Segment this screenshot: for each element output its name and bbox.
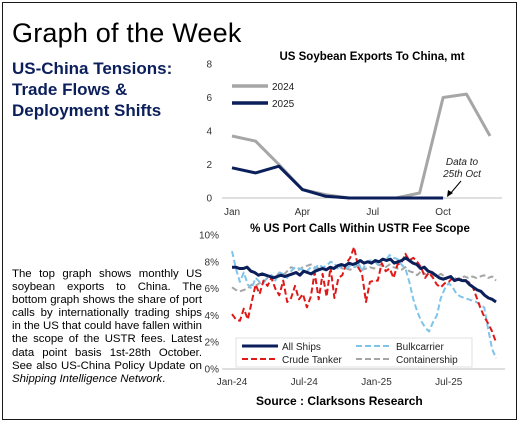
chart1-annotation: Data to 25th Oct xyxy=(442,157,482,197)
chart2-series-line-bulkcarrier xyxy=(231,250,497,359)
chart1-y-tick: 4 xyxy=(206,127,212,138)
annotation-line1: Data to xyxy=(446,157,479,168)
chart-soybean-exports: US Soybean Exports To China, mt 0 2 4 6 8 Ja… xyxy=(206,51,502,218)
chart1-x-tick: Jan xyxy=(224,207,240,218)
chart2-series-line-all-ships xyxy=(232,256,497,304)
chart2-x-tick: Jul-25 xyxy=(435,377,463,388)
chart2-legend: All Ships Bulkcarrier Crude Tanker Conta… xyxy=(235,337,473,368)
subtitle: US-China Tensions: Trade Flows & Deploym… xyxy=(12,59,173,120)
legend-2025-label: 2025 xyxy=(272,99,295,110)
legend-allships-label: All Ships xyxy=(282,342,321,353)
chart2-x-ticks: Jan-24 Jul-24 Jan-25 Jul-25 xyxy=(217,377,463,388)
chart2-y-tick: 4% xyxy=(205,311,220,322)
description-end: . xyxy=(162,372,166,385)
chart2-x-tick: Jan-24 xyxy=(217,377,248,388)
chart2-y-tick: 2% xyxy=(205,338,220,349)
chart1-x-ticks: Jan Apr Jul Oct xyxy=(224,207,451,218)
chart1-y-tick: 2 xyxy=(206,160,212,171)
chart2-series xyxy=(231,246,497,359)
chart2-y-tick: 0% xyxy=(205,365,220,376)
chart2-legend-box xyxy=(235,337,473,368)
chart-port-calls: % US Port Calls Within USTR Fee Scope 0%… xyxy=(199,223,505,388)
chart1-legend: 2024 2025 xyxy=(232,82,295,110)
annotation-line2: 25th Oct xyxy=(442,169,482,180)
legend-bulkcarrier-label: Bulkcarrier xyxy=(396,342,444,353)
legend-crudetanker-label: Crude Tanker xyxy=(282,355,343,366)
chart1-y-ticks: 0 2 4 6 8 xyxy=(206,60,212,205)
chart2-x-tick: Jan-25 xyxy=(361,377,392,388)
chart2-y-tick: 6% xyxy=(205,284,220,295)
chart1-y-tick: 0 xyxy=(206,194,212,205)
chart2-y-tick: 8% xyxy=(205,257,220,268)
annotation-arrowhead xyxy=(447,190,453,197)
chart1-x-tick: Jul xyxy=(366,207,379,218)
chart1-series-line-2025 xyxy=(231,164,444,200)
chart2-x-tick: Jul-24 xyxy=(291,377,319,388)
chart1-title: US Soybean Exports To China, mt xyxy=(279,51,464,63)
chart1-x-tick: Oct xyxy=(435,207,451,218)
chart1-y-tick: 6 xyxy=(206,93,212,104)
source-note: Source : Clarksons Research xyxy=(256,394,423,408)
chart1-x-tick: Apr xyxy=(295,207,311,218)
description: The top graph shows monthly US soybean e… xyxy=(12,268,202,386)
description-link: Shipping Intelligence Network xyxy=(12,372,163,385)
chart2-y-ticks: 0% 2% 4% 6% 8% 10% xyxy=(199,231,219,376)
chart2-title: % US Port Calls Within USTR Fee Scope xyxy=(250,223,470,235)
legend-2024-label: 2024 xyxy=(272,82,295,93)
chart1-y-tick: 8 xyxy=(206,60,212,71)
annotation-arrow xyxy=(449,180,462,195)
figure-frame xyxy=(2,2,517,420)
description-text: The top graph shows monthly US soybean e… xyxy=(12,268,202,372)
chart1-series-line-2024 xyxy=(231,92,492,200)
page-title: Graph of the Week xyxy=(12,18,242,48)
legend-containership-label: Containership xyxy=(396,355,458,366)
chart2-y-tick: 10% xyxy=(199,231,219,242)
chart1-series xyxy=(231,92,492,200)
